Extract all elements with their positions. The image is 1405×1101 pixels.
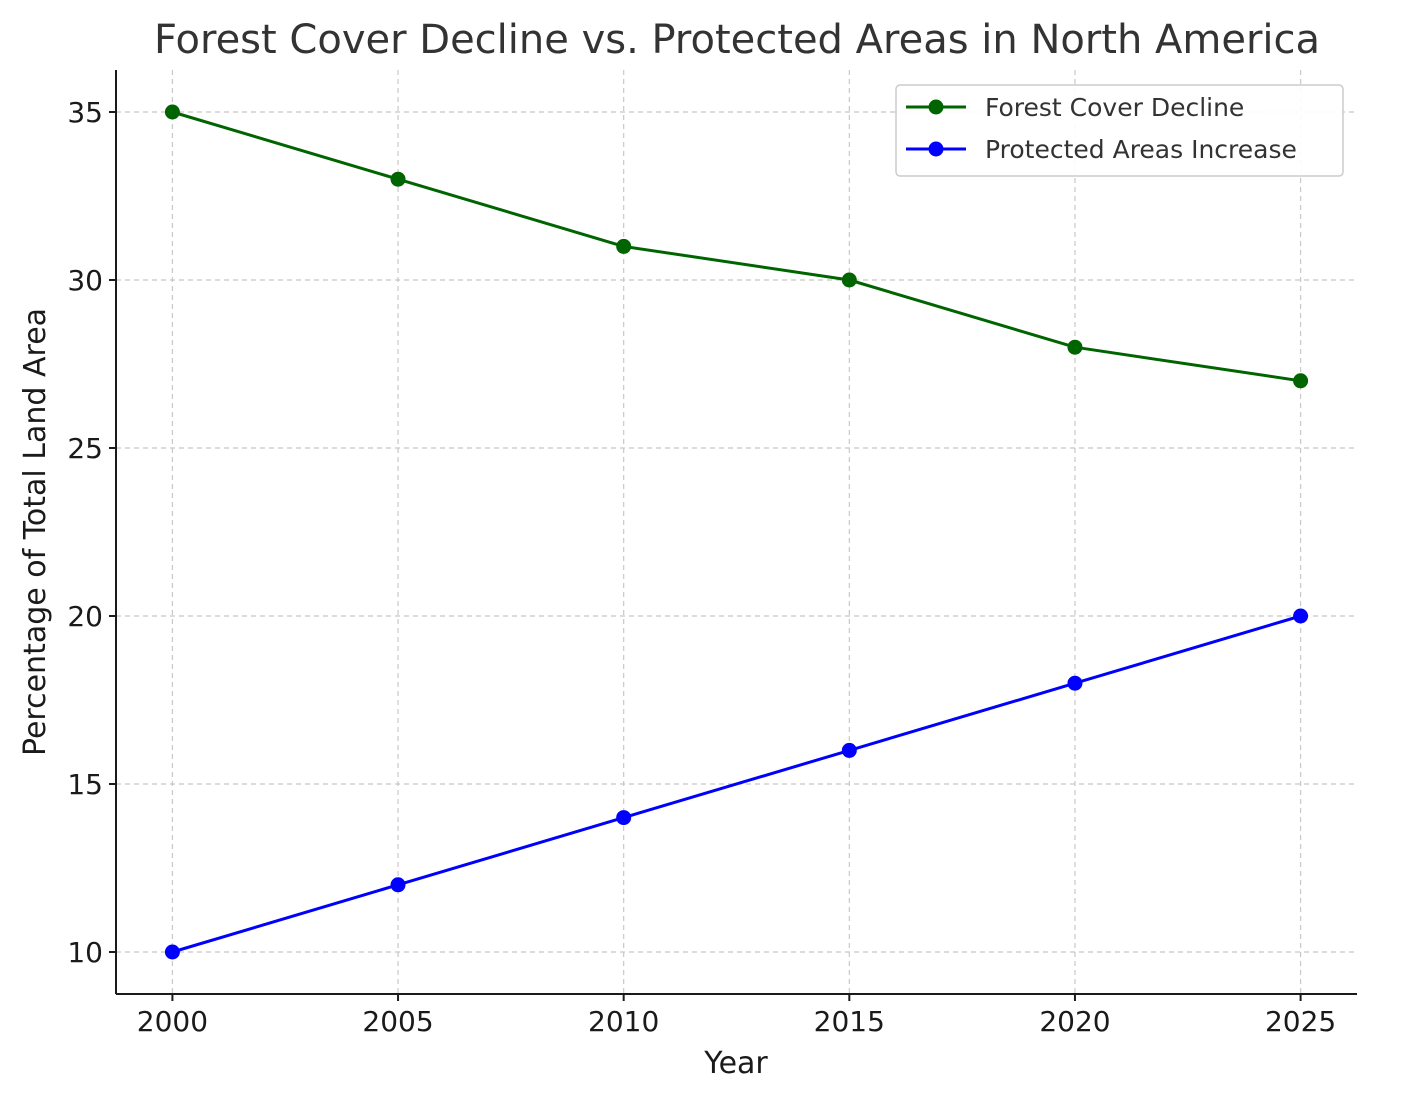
series-protected-areas-increase [164, 608, 1309, 960]
data-point-forest-cover-decline [164, 104, 180, 120]
data-point-protected-areas-increase [841, 742, 857, 758]
y-axis-label: Percentage of Total Land Area [18, 308, 53, 756]
axes [115, 70, 1357, 995]
data-point-forest-cover-decline [1293, 373, 1309, 389]
x-tick-label: 2010 [588, 1005, 659, 1038]
series-line-forest-cover-decline [171, 110, 1301, 383]
x-axis-label: Year [703, 1046, 768, 1081]
data-point-forest-cover-decline [390, 171, 406, 187]
series-forest-cover-decline [164, 104, 1309, 389]
data-point-forest-cover-decline [616, 238, 632, 254]
legend-marker-forest-cover-decline [928, 99, 944, 115]
data-point-forest-cover-decline [841, 272, 857, 288]
data-point-forest-cover-decline [1067, 339, 1083, 355]
data-point-protected-areas-increase [164, 944, 180, 960]
data-point-protected-areas-increase [616, 810, 632, 826]
y-tick-label: 35 [67, 96, 103, 129]
y-tick-label: 30 [67, 264, 103, 297]
legend-marker-protected-areas-increase [928, 141, 944, 157]
legend-box [895, 84, 1344, 177]
x-tick-label: 2005 [362, 1005, 433, 1038]
x-tick-label: 2015 [814, 1005, 885, 1038]
x-tick-label: 2000 [137, 1005, 208, 1038]
x-tick-label: 2025 [1265, 1005, 1336, 1038]
legend-label-forest-cover-decline: Forest Cover Decline [985, 93, 1244, 122]
series-line-protected-areas-increase [171, 614, 1302, 954]
y-tick-label: 20 [67, 600, 103, 633]
y-tick-label: 10 [67, 936, 103, 969]
data-point-protected-areas-increase [1067, 675, 1083, 691]
series-layer [164, 104, 1309, 960]
x-tick-label: 2020 [1039, 1005, 1110, 1038]
y-tick-label: 25 [67, 432, 103, 465]
data-point-protected-areas-increase [1293, 608, 1309, 624]
data-point-protected-areas-increase [390, 877, 406, 893]
grid [116, 70, 1357, 994]
chart-title: Forest Cover Decline vs. Protected Areas… [154, 17, 1320, 63]
legend: Forest Cover Decline Protected Areas Incr… [895, 84, 1344, 177]
y-tick-label: 15 [67, 768, 103, 801]
legend-label-protected-areas-increase: Protected Areas Increase [985, 135, 1297, 164]
